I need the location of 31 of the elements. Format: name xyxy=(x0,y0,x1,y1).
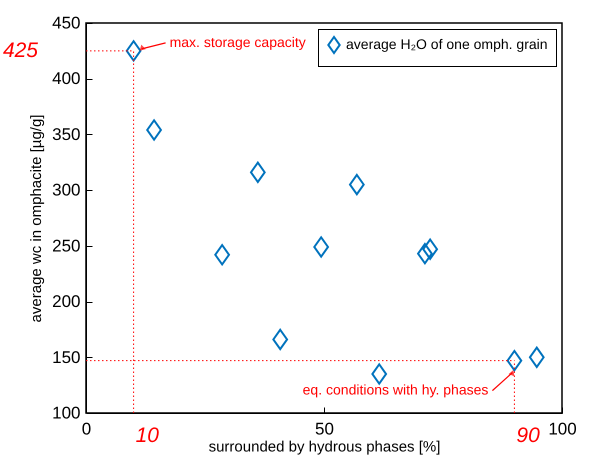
point xyxy=(313,236,329,258)
annotation: max. storage capacity xyxy=(170,34,306,50)
point xyxy=(348,174,365,196)
x-axis-title: surrounded by hydrous phases [%] xyxy=(208,438,440,456)
y-tick-label: 350 xyxy=(52,124,80,144)
y-tick-label: 100 xyxy=(52,404,80,422)
point xyxy=(371,363,388,385)
point xyxy=(272,328,288,350)
y-tick-label: 300 xyxy=(52,180,80,200)
ref-line-label: 90 xyxy=(516,424,540,447)
y-tick-label: 250 xyxy=(52,236,80,256)
point xyxy=(506,350,522,372)
ref-line-label: 425 xyxy=(2,38,38,62)
x-tick-label: 50 xyxy=(315,420,334,438)
point xyxy=(422,238,438,260)
point xyxy=(146,119,162,141)
y-tick-label: 450 xyxy=(52,14,80,32)
legend-label: average H₂O of one omph. grain xyxy=(346,36,548,52)
y-tick-label: 400 xyxy=(52,69,80,88)
point xyxy=(417,242,433,264)
x-tick-label: 100 xyxy=(548,420,577,438)
y-tick-label: 150 xyxy=(52,348,80,367)
annotation: eq. conditions with hy. phases xyxy=(302,382,488,398)
y-axis-title: average wc in omphacite [µg/g] xyxy=(28,114,46,322)
ref-line-label: 10 xyxy=(136,424,160,447)
point xyxy=(126,40,142,62)
y-tick-label: 200 xyxy=(52,292,80,312)
point xyxy=(214,244,230,266)
x-tick-label: 0 xyxy=(82,420,92,438)
point xyxy=(528,346,545,368)
point xyxy=(250,162,266,183)
